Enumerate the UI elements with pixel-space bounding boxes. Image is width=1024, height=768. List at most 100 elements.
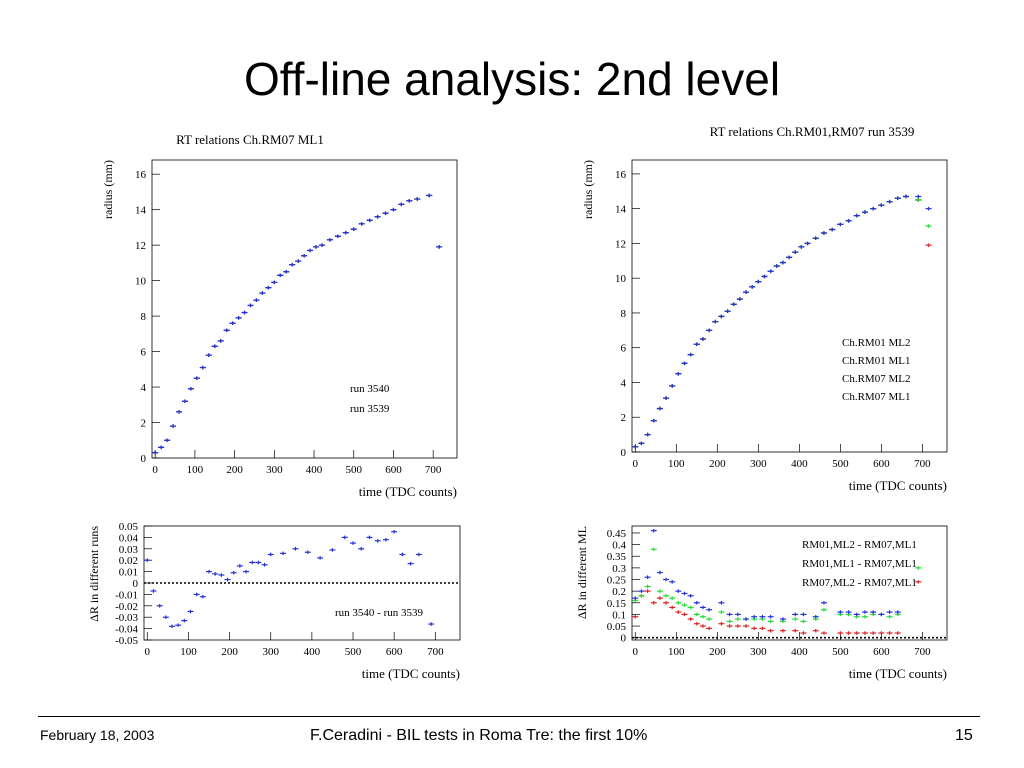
y-tick-label: 0.4 (612, 540, 626, 552)
x-tick-label: 300 (750, 458, 767, 470)
x-tick-label: 300 (750, 646, 767, 658)
y-tick-label: 0.05 (119, 521, 139, 533)
x-tick-label: 100 (180, 646, 197, 658)
chart-title: RT relations Ch.RM07 ML1 (176, 132, 324, 147)
x-tick-label: 400 (304, 646, 321, 658)
x-tick-label: 0 (633, 646, 639, 658)
y-tick-label: -0.05 (115, 635, 138, 647)
y-tick-label: 2 (141, 418, 147, 430)
x-axis-label: time (TDC counts) (849, 666, 947, 681)
x-tick-label: 0 (633, 458, 639, 470)
y-tick-label: 14 (615, 204, 627, 216)
y-axis-label: radius (mm) (581, 160, 595, 219)
legend-entry: RM01,ML2 - RM07,ML1 (802, 539, 917, 551)
y-tick-label: 0.1 (612, 609, 626, 621)
y-axis-label: ΔR in different ML (575, 526, 589, 619)
x-tick-label: 700 (914, 458, 931, 470)
x-tick-label: 0 (145, 646, 151, 658)
legend-entry: run 3540 - run 3539 (335, 607, 423, 619)
y-tick-label: -0.01 (115, 589, 138, 601)
legend-entry: Ch.RM01 ML1 (842, 355, 910, 367)
x-tick-label: 100 (668, 458, 685, 470)
x-tick-label: 400 (791, 646, 808, 658)
y-tick-label: 0 (621, 633, 627, 645)
x-tick-label: 600 (385, 464, 402, 476)
y-tick-label: 0.3 (612, 563, 626, 575)
x-tick-label: 0 (152, 464, 158, 476)
x-tick-label: 300 (262, 646, 279, 658)
x-tick-label: 700 (914, 646, 931, 658)
x-tick-label: 600 (386, 646, 403, 658)
y-tick-label: 12 (615, 238, 626, 250)
legend-entry: Ch.RM01 ML2 (842, 337, 910, 349)
y-tick-label: 16 (615, 169, 627, 181)
x-tick-label: 100 (187, 464, 204, 476)
y-tick-label: 4 (621, 377, 627, 389)
y-tick-label: 10 (135, 276, 147, 288)
plot-frame (631, 159, 948, 453)
legend-entry: Ch.RM07 ML2 (842, 373, 910, 385)
y-tick-label: 0.02 (119, 555, 138, 567)
x-tick-label: 200 (226, 464, 243, 476)
x-tick-label: 500 (345, 464, 362, 476)
x-tick-label: 400 (306, 464, 323, 476)
x-axis-label: time (TDC counts) (849, 478, 947, 493)
x-tick-label: 200 (221, 646, 238, 658)
y-tick-label: 6 (621, 343, 627, 355)
y-axis-label: radius (mm) (101, 160, 115, 219)
x-tick-label: 500 (832, 458, 849, 470)
y-tick-label: 0.15 (607, 598, 627, 610)
plot-frame (631, 525, 948, 641)
x-tick-label: 400 (791, 458, 808, 470)
legend-entry: Ch.RM07 ML1 (842, 391, 910, 403)
x-tick-label: 500 (832, 646, 849, 658)
y-tick-label: 16 (135, 169, 147, 181)
delta-r-runs-plot: 0 100 200 300 400 500 600 700-0.05-0.04-0.03-0.… (87, 521, 461, 681)
x-tick-label: 500 (345, 646, 362, 658)
x-tick-label: 200 (709, 458, 726, 470)
x-tick-label: 200 (709, 646, 726, 658)
y-tick-label: 0.35 (607, 551, 627, 563)
plot-frame (151, 159, 458, 459)
y-tick-label: -0.02 (115, 601, 138, 613)
footer-divider (38, 716, 980, 717)
y-tick-label: 0.01 (119, 567, 138, 579)
y-tick-label: 0.03 (119, 544, 139, 556)
y-tick-label: 0 (133, 578, 139, 590)
y-tick-label: 0.45 (607, 528, 627, 540)
x-tick-label: 300 (266, 464, 283, 476)
legend-entry: RM01,ML1 - RM07,ML1 (802, 558, 917, 570)
y-tick-label: 14 (135, 205, 147, 217)
y-tick-label: 4 (141, 382, 147, 394)
delta-r-ml-plot: 0 100 200 300 400 500 600 70000.050.10.150.20.2… (575, 525, 948, 681)
y-tick-label: 0.25 (607, 575, 627, 587)
y-tick-label: 0 (621, 447, 627, 459)
x-tick-label: 100 (668, 646, 685, 658)
y-tick-label: 12 (135, 240, 146, 252)
footer-page-number: 15 (955, 727, 973, 744)
x-tick-label: 700 (425, 464, 442, 476)
x-tick-label: 600 (873, 646, 890, 658)
y-tick-label: 10 (615, 273, 627, 285)
y-tick-label: 8 (621, 308, 627, 320)
x-axis-label: time (TDC counts) (359, 484, 457, 499)
y-tick-label: 2 (621, 412, 627, 424)
y-tick-label: 6 (141, 347, 147, 359)
legend-entry: RM07,ML2 - RM07,ML1 (802, 577, 917, 589)
footer-date: February 18, 2003 (40, 727, 155, 743)
footer-presentation-title: F.Ceradini - BIL tests in Roma Tre: the … (310, 727, 648, 744)
y-tick-label: 0.05 (607, 621, 627, 633)
legend-entry: run 3539 (350, 403, 390, 415)
y-tick-label: -0.03 (115, 612, 138, 624)
x-tick-label: 700 (427, 646, 444, 658)
slide-title: Off-line analysis: 2nd level (243, 53, 781, 105)
y-axis-label: ΔR in different runs (87, 526, 101, 622)
y-tick-label: 0 (141, 453, 147, 465)
x-axis-label: time (TDC counts) (362, 666, 460, 681)
y-tick-label: 0.2 (612, 586, 626, 598)
chart-title: RT relations Ch.RM01,RM07 run 3539 (710, 124, 915, 139)
y-tick-label: -0.04 (115, 624, 138, 636)
legend-entry: run 3540 (350, 383, 390, 395)
